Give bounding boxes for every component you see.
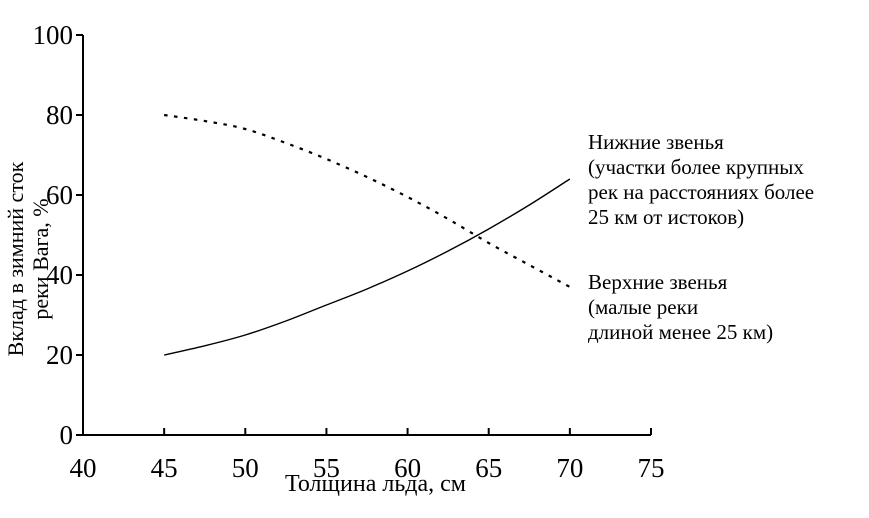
axes [82,35,651,436]
axis-tick-labels: 0 20 40 60 80 100 40 45 50 55 60 65 70 75 [33,20,665,483]
x-tick-label: 50 [232,453,259,483]
y-tick-label: 20 [46,340,73,370]
x-tick-label: 45 [151,453,178,483]
x-tick-label: 75 [638,453,665,483]
y-axis-title-line2: реки Вага, % [28,198,53,320]
series-curve-solid [163,178,571,356]
series-curve-dotted [163,113,571,288]
annotation-line: 25 км от истоков) [588,205,745,229]
y-tick-label: 40 [46,260,73,290]
axis-ticks [76,34,652,436]
annotation-line: длиной менее 25 км) [588,320,774,344]
annotation-line: (малые реки [588,295,699,319]
y-tick-label: 80 [46,100,73,130]
x-tick-label: 55 [313,453,340,483]
annotation-line: рек на расстояниях более [588,180,815,204]
y-axis-title-line1: Вклад в зимний сток [3,161,28,357]
annotation-line: Верхние звенья [588,270,728,294]
y-tick-label: 0 [60,420,74,450]
axis-lines [82,35,651,436]
y-axis-title: Вклад в зимний сток реки Вага, % [3,108,55,410]
series-curves [163,113,571,356]
x-axis-title: Толщина льда, см [285,471,466,497]
annotation-line: Нижние звенья [588,130,724,154]
x-tick-label: 60 [394,453,421,483]
x-tick-label: 70 [556,453,583,483]
annotation-line: (участки более крупных [588,155,804,179]
x-tick-label: 40 [70,453,97,483]
y-tick-label: 60 [46,180,73,210]
x-tick-label: 65 [475,453,502,483]
annotation-upper-links: Верхние звенья (малые реки длиной менее … [588,270,773,345]
annotation-lower-links: Нижние звенья (участки более крупных рек… [588,130,814,230]
y-tick-label: 100 [33,20,74,50]
